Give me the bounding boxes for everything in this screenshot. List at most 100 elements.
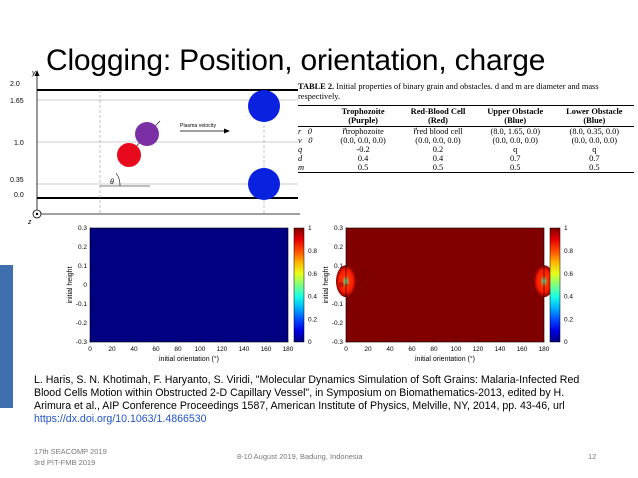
colorbar-tick-label: 0.2 xyxy=(564,316,573,323)
x-tick-label: 40 xyxy=(130,346,138,353)
x-tick-label: 0 xyxy=(88,346,92,353)
reference-link[interactable]: https://dx.doi.org/10.1063/1.4866530 xyxy=(34,413,207,425)
y-tick-label: 0.3 xyxy=(78,225,87,232)
table-cell: (8.0, 1.65, 0.0) xyxy=(490,127,540,136)
table-cell: q xyxy=(513,145,518,154)
x-tick-label: 60 xyxy=(152,346,160,353)
colorbar-tick-label: 0.2 xyxy=(308,316,317,323)
table-cell: r⃗red blood cell xyxy=(413,127,463,136)
table-cell: 0.5 xyxy=(589,163,600,172)
table-cell: 0.2 xyxy=(432,145,444,154)
table-cell: d xyxy=(298,154,303,163)
properties-table-figure: TABLE 2. Initial properties of binary gr… xyxy=(298,82,634,173)
colorbar-tick-label: 1 xyxy=(564,225,568,232)
table-cell: 0.5 xyxy=(509,163,521,172)
colorbar xyxy=(549,227,561,343)
y-tick-label: 0 xyxy=(83,282,87,289)
table-header-cell: Trophozoite (Purple) xyxy=(326,105,401,127)
y-axis-label: y xyxy=(31,70,36,77)
y-tick-label: 0.2 xyxy=(334,244,343,251)
x-tick-label: 140 xyxy=(239,346,250,353)
table-cell: r⃗trophozoite xyxy=(342,127,384,136)
table-cell: 0.4 xyxy=(432,154,444,163)
table-cell: m xyxy=(298,163,305,172)
y-tick-label: -0.2 xyxy=(76,320,88,327)
table-header-cell: Lower Obstacle (Blue) xyxy=(554,105,634,127)
table-cell: (0.0, 0.0, 0.0) xyxy=(415,136,461,145)
table-cell: 0.4 xyxy=(357,154,369,163)
x-tick-label: 40 xyxy=(386,346,394,353)
y-axis-label: initial height xyxy=(323,266,330,303)
x-tick-label: 80 xyxy=(430,346,438,353)
z-axis-label: z xyxy=(27,219,32,226)
x-tick-label: 120 xyxy=(473,346,484,353)
heatmap-field xyxy=(90,228,288,342)
x-tick-label: 20 xyxy=(364,346,372,353)
sidebar-accent-bar xyxy=(0,265,13,408)
table-cell: 0.5 xyxy=(357,163,369,172)
x-tick-label: 100 xyxy=(195,346,206,353)
x-tick-label: 20 xyxy=(108,346,116,353)
table-row: r⃗0 r⃗trophozoite r⃗red blood cell (8.0,… xyxy=(298,127,634,137)
red-blood-cell-grain xyxy=(117,143,141,167)
slide-title: Clogging: Position, orientation, charge xyxy=(46,44,546,77)
y-tick-label: 2.0 xyxy=(10,81,20,88)
table-cell: (8.0, 0.35, 0.0) xyxy=(569,127,620,136)
table-cell: (0.0, 0.0, 0.0) xyxy=(340,136,386,145)
upper-obstacle xyxy=(248,90,280,122)
x-tick-label: 160 xyxy=(261,346,272,353)
y-tick-label: -0.1 xyxy=(76,301,88,308)
reference-text: L. Haris, S. N. Khotimah, F. Haryanto, S… xyxy=(34,374,580,412)
y-tick-label: 0.1 xyxy=(78,263,87,270)
colorbar-tick-label: 0.6 xyxy=(564,271,573,278)
table-cell: q xyxy=(298,145,303,154)
table-cell: q xyxy=(592,145,597,154)
footer-line-2: 3rd PIT-FMB 2019 xyxy=(34,458,96,467)
table-cell: 0.7 xyxy=(589,154,600,163)
x-tick-label: 180 xyxy=(539,346,550,353)
reference-citation: L. Haris, S. N. Khotimah, F. Haryanto, S… xyxy=(34,374,594,426)
table-cell: 0.7 xyxy=(509,154,521,163)
angle-theta-label: θ xyxy=(110,179,114,186)
page-number: 12 xyxy=(588,452,597,461)
colorbar-tick-label: 0.8 xyxy=(308,248,317,255)
colorbar-tick-label: 0 xyxy=(308,339,312,346)
x-axis-label: initial orientation (°) xyxy=(415,355,475,363)
vessel-diagram: y x z 2.0 1.65 1.0 0.35 0.0 Plasma veloc… xyxy=(10,70,300,226)
footer-event: 8-10 August 2019, Badung, Indonesia xyxy=(237,452,363,461)
table-row: v⃗0 (0.0, 0.0, 0.0) (0.0, 0.0, 0.0) (0.0… xyxy=(298,136,634,145)
x-tick-label: 140 xyxy=(495,346,506,353)
table-cell: -0.2 xyxy=(356,145,370,154)
table-cell: v⃗0 xyxy=(298,136,313,145)
y-tick-label: 0.3 xyxy=(334,225,343,232)
lower-obstacle xyxy=(248,168,280,200)
heatmap-chart-right: 0 20 40 60 80 100 120 140 160 180 0.3 0.2 0.1 0 -0.1 -0… xyxy=(323,225,573,363)
x-tick-label: 120 xyxy=(217,346,228,353)
y-tick-label: -0.3 xyxy=(332,339,344,346)
x-tick-label: 80 xyxy=(174,346,182,353)
x-tick-label: 100 xyxy=(451,346,462,353)
table-caption: TABLE 2. Initial properties of binary gr… xyxy=(298,82,634,102)
table-row: m 0.5 0.5 0.5 0.5 xyxy=(298,163,634,173)
y-tick-label: 0 xyxy=(339,282,343,289)
table-caption-text: Initial properties of binary grain and o… xyxy=(298,82,599,101)
table-header-row: Trophozoite (Purple) Red-Blood Cell (Red… xyxy=(298,105,634,127)
colorbar-tick-label: 0.6 xyxy=(308,271,317,278)
table-cell: r⃗0 xyxy=(298,127,312,136)
properties-table: Trophozoite (Purple) Red-Blood Cell (Red… xyxy=(298,105,634,173)
heatmap-field xyxy=(346,228,544,342)
table-header-cell: Upper Obstacle (Blue) xyxy=(475,105,555,127)
table-header-cell: Red-Blood Cell (Red) xyxy=(400,105,476,127)
table-cell: (0.0, 0.0, 0.0) xyxy=(571,136,617,145)
colorbar-tick-label: 0 xyxy=(564,339,568,346)
heatmap-chart-left: 0 20 40 60 80 100 120 140 160 180 0.3 0.2 0.1 0 -0.1 -0… xyxy=(67,225,317,363)
colorbar-tick-label: 0.4 xyxy=(308,294,317,301)
y-tick-label: 0.35 xyxy=(10,177,24,184)
table-row: q -0.2 0.2 q q xyxy=(298,145,634,154)
y-tick-label: 0.2 xyxy=(78,244,87,251)
y-tick-label: 0.1 xyxy=(334,263,343,270)
colorbar-tick-label: 0.4 xyxy=(564,294,573,301)
footer-conference: 17th SEACOMP 2019 3rd PIT-FMB 2019 xyxy=(34,446,107,468)
y-tick-label: 1.0 xyxy=(14,140,24,147)
footer-line-1: 17th SEACOMP 2019 xyxy=(34,447,107,456)
